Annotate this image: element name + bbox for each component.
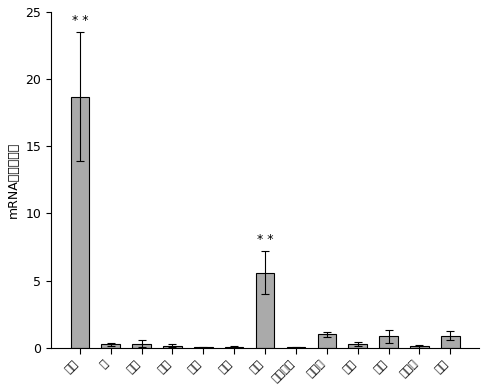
Bar: [410, 346, 429, 348]
Y-axis label: mRNA相对表达量: mRNA相对表达量: [7, 142, 20, 218]
Bar: [441, 336, 460, 348]
Text: * *: * *: [257, 233, 273, 246]
Bar: [163, 346, 182, 348]
Bar: [256, 273, 274, 348]
Bar: [132, 344, 151, 348]
Bar: [194, 347, 212, 348]
Bar: [225, 347, 243, 348]
Text: * *: * *: [71, 14, 88, 27]
Bar: [348, 344, 367, 348]
Bar: [379, 336, 398, 348]
Bar: [102, 344, 120, 348]
Bar: [70, 97, 89, 348]
Bar: [287, 347, 305, 348]
Bar: [317, 334, 336, 348]
